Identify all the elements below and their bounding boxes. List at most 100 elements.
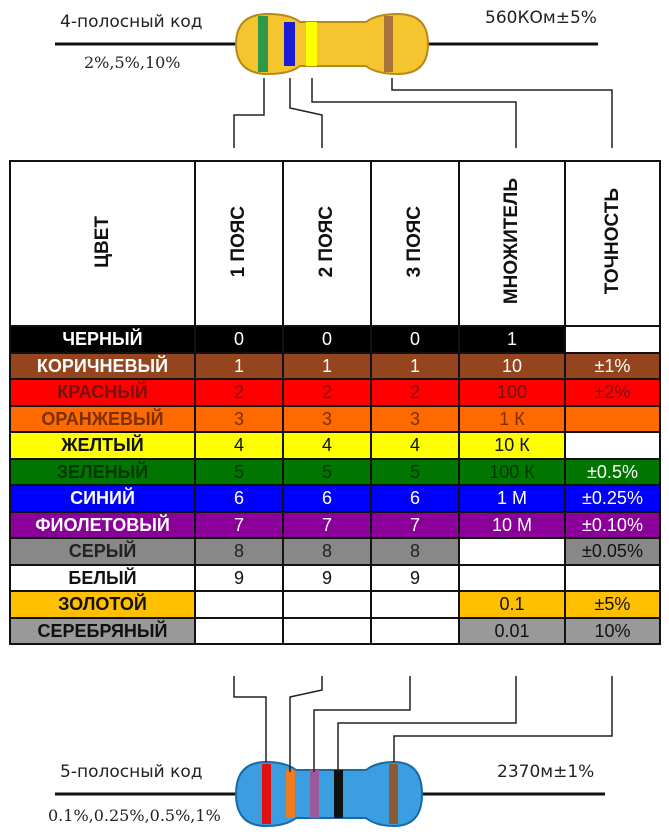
leader-top-band4 xyxy=(391,78,613,148)
multiplier-cell: 10 М xyxy=(458,510,566,539)
color-name-cell: ОРАНЖЕВЫЙ xyxy=(9,404,196,433)
color-name-cell: ЗЕЛЕНЫЙ xyxy=(9,457,196,486)
top-value: 560КОм±5% xyxy=(485,8,597,28)
tolerance-cell: ±5% xyxy=(564,590,661,619)
top-title: 4-полосный код xyxy=(60,12,203,32)
header-band3: 3 ПОЯС xyxy=(370,160,460,327)
band3-cell: 3 xyxy=(370,404,460,433)
bottom-band-black xyxy=(334,770,343,818)
top-band-blue xyxy=(284,22,295,66)
leader-bottom-band1 xyxy=(233,676,267,762)
band1-cell xyxy=(194,616,284,645)
bottom-value: 2370м±1% xyxy=(497,762,595,782)
multiplier-cell xyxy=(458,537,566,566)
multiplier-cell: 10 К xyxy=(458,431,566,460)
color-name-cell: СИНИЙ xyxy=(9,484,196,513)
bottom-title: 5-полосный код xyxy=(60,762,203,782)
bottom-band-orange xyxy=(286,770,295,818)
multiplier-cell: 1 К xyxy=(458,404,566,433)
band3-cell: 7 xyxy=(370,510,460,539)
bottom-band-violet xyxy=(310,770,319,818)
band1-cell xyxy=(194,590,284,619)
band1-cell: 9 xyxy=(194,563,284,592)
band2-cell: 3 xyxy=(282,404,372,433)
band2-cell: 7 xyxy=(282,510,372,539)
leader-bottom-band3 xyxy=(313,676,411,772)
leader-top-band3 xyxy=(311,78,517,148)
table-header-row: ЦВЕТ 1 ПОЯС 2 ПОЯС 3 ПОЯС МНОЖИТЕЛЬ ТОЧН… xyxy=(9,160,661,327)
band1-cell: 1 xyxy=(194,351,284,380)
tolerance-cell: ±0.05% xyxy=(564,537,661,566)
multiplier-cell xyxy=(458,563,566,592)
header-tolerance: ТОЧНОСТЬ xyxy=(564,160,661,327)
multiplier-cell: 100 xyxy=(458,378,566,407)
table-row: ЖЕЛТЫЙ 4 4 4 10 К xyxy=(9,431,661,460)
tolerance-cell: 10% xyxy=(564,616,661,645)
multiplier-cell: 0.01 xyxy=(458,616,566,645)
tolerance-cell xyxy=(564,431,661,460)
band3-cell: 0 xyxy=(370,325,460,354)
band2-cell: 9 xyxy=(282,563,372,592)
header-band2: 2 ПОЯС xyxy=(282,160,372,327)
color-name-cell: ЖЕЛТЫЙ xyxy=(9,431,196,460)
tolerance-cell xyxy=(564,325,661,354)
table-row: КРАСНЫЙ 2 2 2 100 ±2% xyxy=(9,378,661,407)
table-row: СИНИЙ 6 6 6 1 М ±0.25% xyxy=(9,484,661,513)
band1-cell: 8 xyxy=(194,537,284,566)
bottom-band-brown xyxy=(389,764,398,824)
multiplier-cell: 10 xyxy=(458,351,566,380)
color-code-table: ЦВЕТ 1 ПОЯС 2 ПОЯС 3 ПОЯС МНОЖИТЕЛЬ ТОЧН… xyxy=(9,160,661,645)
table-row: СЕРЫЙ 8 8 8 ±0.05% xyxy=(9,537,661,566)
bottom-tolerances: 0.1%,0.25%,0.5%,1% xyxy=(48,806,221,825)
tolerance-cell: ±0.25% xyxy=(564,484,661,513)
leader-top-band1 xyxy=(233,78,265,148)
table-row: ЧЕРНЫЙ 0 0 0 1 xyxy=(9,325,661,354)
band2-cell: 4 xyxy=(282,431,372,460)
tolerance-cell xyxy=(564,563,661,592)
band1-cell: 0 xyxy=(194,325,284,354)
tolerance-cell xyxy=(564,404,661,433)
color-name-cell: ЧЕРНЫЙ xyxy=(9,325,196,354)
band3-cell: 6 xyxy=(370,484,460,513)
multiplier-cell: 100 К xyxy=(458,457,566,486)
multiplier-cell: 1 М xyxy=(458,484,566,513)
header-band1: 1 ПОЯС xyxy=(194,160,284,327)
band2-cell: 2 xyxy=(282,378,372,407)
band2-cell: 0 xyxy=(282,325,372,354)
table-row: СЕРЕБРЯНЫЙ 0.01 10% xyxy=(9,616,661,645)
bottom-band-red xyxy=(262,764,271,824)
band1-cell: 3 xyxy=(194,404,284,433)
band3-cell xyxy=(370,616,460,645)
band3-cell: 2 xyxy=(370,378,460,407)
band1-cell: 6 xyxy=(194,484,284,513)
tolerance-cell: ±1% xyxy=(564,351,661,380)
band3-cell: 8 xyxy=(370,537,460,566)
leader-top-band2 xyxy=(289,78,323,148)
tolerance-cell: ±2% xyxy=(564,378,661,407)
band1-cell: 2 xyxy=(194,378,284,407)
multiplier-cell: 0.1 xyxy=(458,590,566,619)
top-tolerances: 2%,5%,10% xyxy=(84,53,181,72)
tolerance-cell: ±0.5% xyxy=(564,457,661,486)
table-row: ЗЕЛЕНЫЙ 5 5 5 100 К ±0.5% xyxy=(9,457,661,486)
band1-cell: 4 xyxy=(194,431,284,460)
color-name-cell: СЕРЫЙ xyxy=(9,537,196,566)
header-multiplier: МНОЖИТЕЛЬ xyxy=(458,160,566,327)
band3-cell: 4 xyxy=(370,431,460,460)
color-name-cell: БЕЛЫЙ xyxy=(9,563,196,592)
band3-cell: 5 xyxy=(370,457,460,486)
color-name-cell: СЕРЕБРЯНЫЙ xyxy=(9,616,196,645)
band2-cell xyxy=(282,616,372,645)
leader-bottom-band2 xyxy=(289,676,323,772)
color-name-cell: КОРИЧНЕВЫЙ xyxy=(9,351,196,380)
leader-bottom-band4 xyxy=(337,676,517,772)
band1-cell: 5 xyxy=(194,457,284,486)
table-row: ФИОЛЕТОВЫЙ 7 7 7 10 М ±0.10% xyxy=(9,510,661,539)
band2-cell: 1 xyxy=(282,351,372,380)
header-color: ЦВЕТ xyxy=(9,160,196,327)
table-row: БЕЛЫЙ 9 9 9 xyxy=(9,563,661,592)
band2-cell: 5 xyxy=(282,457,372,486)
color-name-cell: ЗОЛОТОЙ xyxy=(9,590,196,619)
top-band-green xyxy=(258,16,268,72)
